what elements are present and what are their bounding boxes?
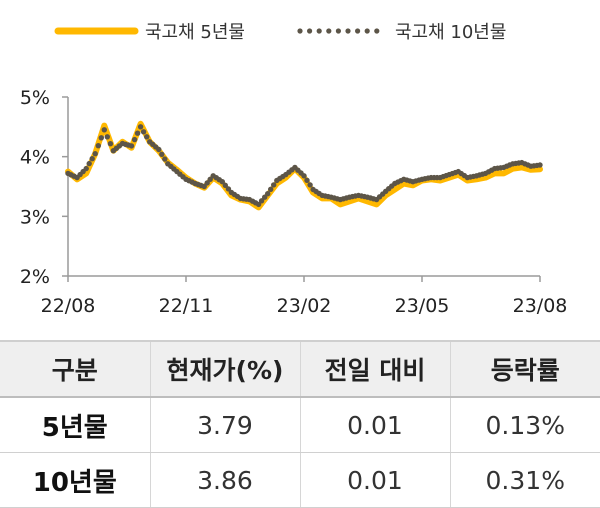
series-dot-10y <box>104 134 111 140</box>
series-dot-10y <box>225 186 232 192</box>
header-price: 현재가(%) <box>149 340 300 398</box>
series-dot-10y <box>89 156 95 162</box>
series-point-10y <box>92 151 98 157</box>
series-point-10y <box>156 146 162 153</box>
y-tick-label: 2% <box>20 266 50 288</box>
legend-dot <box>335 28 341 34</box>
series-dot-10y <box>207 176 213 182</box>
series-point-10y <box>537 162 543 168</box>
series-dot-10y <box>140 129 147 135</box>
header-rate: 등락률 <box>449 340 600 398</box>
quote-table: 구분 현재가(%) 전일 대비 등락률 5년물 3.79 0.01 0.13% … <box>0 340 600 508</box>
series-point-10y <box>219 179 225 185</box>
series-dot-10y <box>98 135 105 141</box>
legend-dot <box>355 28 361 34</box>
series-dot-10y <box>268 186 274 192</box>
y-ticks: 5% 4% 3% 2% <box>20 87 68 288</box>
legend-swatch-10y <box>297 28 380 34</box>
series-dot-10y <box>271 182 277 188</box>
legend-label-10y: 국고채 10년물 <box>395 22 506 43</box>
legend-label-5y: 국고채 5년물 <box>145 22 245 43</box>
x-ticks: 22/08 22/11 23/02 23/05 23/08 <box>41 276 568 317</box>
series-point-10y <box>83 165 89 172</box>
series-dot-10y <box>162 156 168 162</box>
y-tick-label: 5% <box>20 87 50 109</box>
legend-dot <box>345 28 351 34</box>
table-row: 5년물 3.79 0.01 0.13% <box>0 397 600 453</box>
table-row: 10년물 3.86 0.01 0.31% <box>0 452 600 508</box>
series-point-10y <box>201 183 207 190</box>
series-dot-10y <box>159 151 165 157</box>
series-dot-10y <box>262 194 268 200</box>
row-label: 10년물 <box>0 452 150 508</box>
series-dot-10y <box>144 134 150 140</box>
rate-cell: 0.31% <box>449 452 600 508</box>
legend-dot <box>326 28 332 34</box>
series-dot-10y <box>258 198 265 204</box>
plot-area <box>65 120 543 211</box>
series-line-5y <box>65 120 543 211</box>
row-label: 5년물 <box>0 397 150 453</box>
x-tick-label: 23/05 <box>395 295 450 317</box>
x-tick-label: 22/11 <box>159 295 214 317</box>
series-point-10y <box>301 173 307 179</box>
legend-dot <box>364 28 370 34</box>
legend-dot <box>307 28 313 34</box>
series-point-10y <box>101 127 108 133</box>
x-tick-label: 23/08 <box>513 295 568 317</box>
header-category: 구분 <box>0 340 150 398</box>
header-change: 전일 대비 <box>299 340 450 398</box>
series-point-10y <box>265 191 271 197</box>
series-dot-10y <box>304 177 310 183</box>
legend-dot <box>374 28 380 34</box>
series-point-10y <box>137 124 144 130</box>
y-tick-label: 3% <box>20 206 50 228</box>
table-header-row: 구분 현재가(%) 전일 대비 등락률 <box>0 340 600 398</box>
series-dot-10y <box>134 130 141 136</box>
rate-cell: 0.13% <box>449 397 600 453</box>
change-cell: 0.01 <box>299 397 450 453</box>
price-cell: 3.86 <box>149 452 300 508</box>
series-dot-10y <box>86 160 92 167</box>
legend: 국고채 5년물 국고채 10년물 <box>54 22 506 43</box>
yield-chart: 국고채 5년물 국고채 10년물 5% 4% 3% 2% 22/08 22/11 23/0… <box>20 22 568 317</box>
series-dot-10y <box>222 182 228 188</box>
x-tick-label: 22/08 <box>41 295 96 317</box>
series-dot-10y <box>307 182 313 188</box>
change-cell: 0.01 <box>299 452 450 508</box>
series-dot-10y <box>204 180 210 186</box>
series-point-10y <box>255 201 262 208</box>
series-dot-10y <box>95 143 102 149</box>
x-tick-label: 23/02 <box>277 295 332 317</box>
series-point-10y <box>128 143 135 149</box>
y-tick-label: 4% <box>20 147 50 169</box>
series-dot-10y <box>131 136 138 143</box>
legend-dot <box>316 28 322 34</box>
legend-dot <box>297 28 303 34</box>
series-dot-10y <box>107 141 114 147</box>
price-cell: 3.79 <box>149 397 300 453</box>
